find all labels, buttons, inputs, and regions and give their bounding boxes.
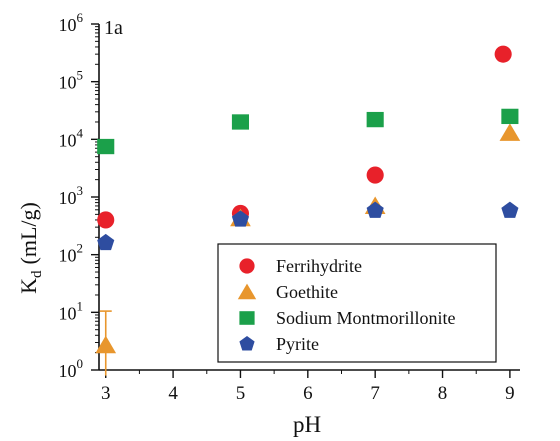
y-axis-label-group: Kd (mL/g) [16, 202, 45, 294]
x-tick-label: 8 [438, 383, 448, 404]
data-point-sodium-montmorillonite [366, 111, 384, 128]
y-tick-base: 10 [59, 188, 77, 208]
data-point-pyrite [97, 233, 115, 251]
y-tick-exponent: 4 [77, 125, 84, 140]
y-tick-exponent: 1 [77, 298, 84, 313]
data-point-goethite [499, 123, 521, 141]
x-tick-label: 4 [168, 383, 178, 404]
data-point-pyrite [231, 210, 250, 227]
x-tick-label: 7 [370, 383, 380, 404]
y-tick-exponent: 5 [77, 68, 84, 83]
y-axis-label: Kd (mL/g) [16, 202, 45, 294]
data-point-ferrihydrite [97, 211, 115, 229]
data-point-ferrihydrite [494, 45, 512, 63]
y-tick-base: 10 [59, 246, 77, 266]
y-tick-label: 103 [59, 183, 84, 208]
legend-marker-sodium-montmorillonite [239, 311, 255, 325]
legend: Ferrihydrite Goethite Sodium Montmorilloni… [217, 243, 497, 363]
y-tick-label: 100 [59, 356, 84, 381]
y-tick-base: 10 [59, 130, 77, 150]
y-tick-exponent: 0 [77, 356, 84, 371]
legend-marker-ferrihydrite [239, 258, 255, 274]
marker-layer [95, 45, 521, 354]
data-point-sodium-montmorillonite [501, 108, 519, 125]
y-axis-label-units: (mL/g) [16, 202, 41, 264]
y-tick-exponent: 2 [77, 241, 84, 256]
y-axis-label-main: K [16, 278, 41, 294]
data-point-pyrite [366, 201, 384, 218]
data-point-ferrihydrite [366, 166, 384, 184]
x-tick-label: 6 [303, 383, 313, 404]
x-tick-label: 9 [505, 383, 515, 404]
y-tick-label: 105 [59, 68, 84, 93]
legend-label-pyrite: Pyrite [276, 334, 319, 354]
y-axis-label-subscript: d [29, 270, 45, 278]
legend-label-goethite: Goethite [276, 282, 338, 302]
y-tick-base: 10 [59, 73, 77, 93]
y-tick-label: 102 [59, 241, 84, 266]
legend-box [217, 243, 497, 363]
panel-label: 1a [104, 17, 123, 39]
legend-marker-goethite [237, 283, 257, 300]
y-tick-label: 104 [59, 125, 84, 150]
x-tick-label: 3 [101, 383, 111, 404]
y-tick-label: 101 [59, 298, 84, 323]
y-tick-exponent: 3 [77, 183, 84, 198]
y-tick-label: 106 [59, 10, 84, 35]
y-tick-exponent: 6 [77, 10, 84, 25]
legend-label-ferrihydrite: Ferrihydrite [276, 256, 362, 276]
legend-label-sodium-montmorillonite: Sodium Montmorillonite [276, 308, 456, 328]
x-axis-label: pH [293, 412, 321, 437]
data-point-pyrite [501, 201, 519, 218]
y-tick-base: 10 [59, 361, 77, 381]
data-point-goethite [95, 335, 117, 354]
x-tick-label: 5 [236, 383, 246, 404]
y-tick-base: 10 [59, 303, 77, 323]
data-point-sodium-montmorillonite [97, 138, 115, 155]
legend-marker-pyrite [239, 336, 255, 351]
data-point-sodium-montmorillonite [231, 114, 250, 130]
y-tick-base: 10 [59, 15, 77, 35]
